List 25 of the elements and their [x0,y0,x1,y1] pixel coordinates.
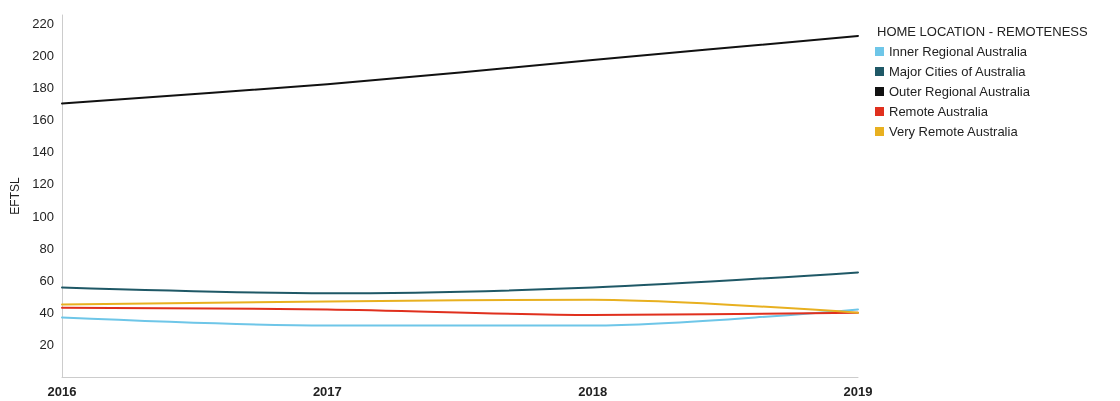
y-tick-label: 40 [39,305,54,321]
line-series [61,34,859,105]
y-axis-title: EFTSL [8,177,23,215]
y-tick-label: 120 [32,176,54,192]
x-tick-label: 2016 [47,384,77,399]
y-tick-label: 20 [39,337,54,353]
line-series [61,298,859,314]
y-tick-label: 180 [32,79,54,95]
y-tick-label: 100 [32,208,54,224]
y-tick-label: 60 [39,272,54,288]
legend-label: Outer Regional Australia [889,84,1031,99]
y-tick-label: 220 [32,15,54,31]
x-tick-label: 2019 [843,384,873,399]
line-series [61,306,859,317]
legend-title: HOME LOCATION - REMOTENESS [877,24,1088,39]
legend-label: Very Remote Australia [889,124,1019,139]
y-tick-label: 80 [39,240,54,256]
legend-label: Major Cities of Australia [889,64,1027,79]
y-tick-label: 160 [32,112,54,128]
x-tick-label: 2018 [578,384,608,399]
legend-label: Remote Australia [889,104,989,119]
x-tick-label: 2017 [312,384,342,399]
legend-label: Inner Regional Australia [889,44,1028,59]
y-tick-label: 200 [32,47,54,63]
y-tick-label: 140 [32,144,54,160]
